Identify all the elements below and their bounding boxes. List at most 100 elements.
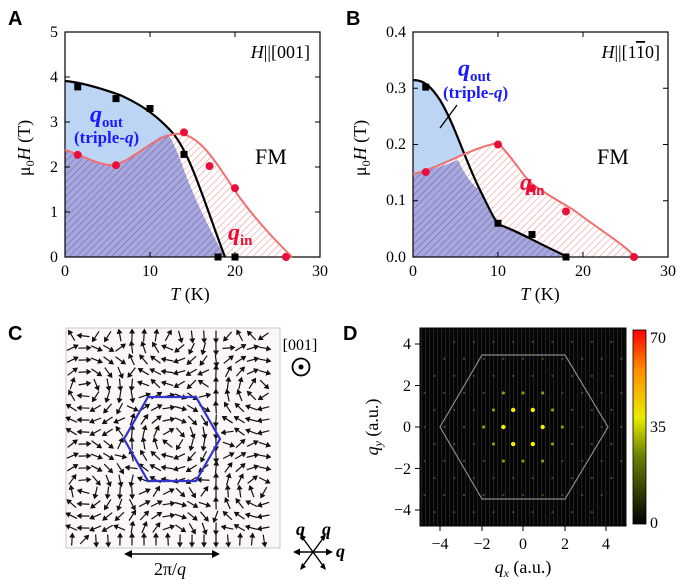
- xlabel-a: T (K): [170, 284, 210, 305]
- spin-arrowhead: [86, 440, 92, 447]
- spin-arrowhead: [185, 370, 192, 376]
- spin-arrowhead: [168, 428, 175, 434]
- spin-arrowhead: [76, 404, 82, 411]
- spin-arrowhead: [128, 436, 135, 442]
- spin-arrowhead: [90, 503, 96, 509]
- ytick-d-1: 2: [403, 378, 411, 395]
- panel-label-c: C: [8, 323, 22, 345]
- spin-arrowhead: [108, 346, 115, 352]
- stripe: [429, 328, 431, 526]
- sq-peak: [443, 391, 446, 395]
- sq-peak: [511, 374, 515, 378]
- sq-peak: [492, 374, 495, 378]
- spin-arrowhead: [256, 429, 263, 436]
- spin-arrowhead: [73, 356, 79, 362]
- sq-peak: [540, 424, 545, 430]
- spin-arrowhead: [120, 359, 127, 365]
- spin-arrowhead: [250, 377, 257, 384]
- stripe: [605, 328, 607, 526]
- data-point: [180, 128, 188, 137]
- sq-peak: [491, 442, 496, 446]
- sq-peak: [452, 340, 456, 344]
- sq-peak: [472, 340, 476, 344]
- stripe: [593, 328, 595, 526]
- spin-arrowhead: [118, 468, 125, 475]
- qout-paren-b: (triple-q): [443, 83, 508, 102]
- spin-arrowhead: [145, 488, 151, 494]
- spin-arrowhead: [186, 383, 193, 390]
- spin-arrowhead: [200, 542, 207, 548]
- spin-arrowhead: [154, 425, 160, 431]
- q-label-c-3: q: [336, 541, 345, 561]
- spin-arrowhead: [152, 341, 158, 348]
- spin-arrowhead: [213, 376, 220, 382]
- xtick-a-3: 30: [312, 263, 328, 280]
- sq-peak: [511, 510, 515, 514]
- spin-arrowhead: [108, 359, 115, 365]
- sq-peak: [462, 493, 466, 497]
- spin-arrowhead: [226, 365, 232, 372]
- spin-arrowhead: [174, 347, 180, 353]
- sq-peak: [511, 476, 515, 480]
- stripe: [549, 328, 551, 526]
- spin-arrowhead: [150, 450, 157, 457]
- data-point: [422, 83, 430, 91]
- spin-arrowhead: [96, 466, 103, 472]
- spin-arrowhead: [239, 463, 246, 469]
- sq-peak: [620, 459, 623, 463]
- spin-arrowhead: [224, 388, 231, 395]
- spin-arrowhead: [76, 500, 82, 507]
- spin-arrowhead: [176, 542, 183, 548]
- spin-arrowhead: [101, 418, 108, 425]
- stripe: [577, 328, 579, 526]
- spin-arrowhead: [213, 364, 220, 370]
- qout-label-b: qout: [458, 56, 491, 85]
- spin-arrowhead: [91, 336, 98, 343]
- spin-arrowhead: [68, 389, 74, 396]
- stripe: [617, 328, 619, 526]
- spin-arrowhead: [76, 416, 82, 423]
- spin-arrowhead: [181, 418, 187, 424]
- spin-arrowhead: [212, 496, 219, 502]
- spin-arrowhead: [105, 385, 112, 392]
- xtick-d-0: −4: [431, 536, 448, 553]
- data-point: [74, 83, 82, 91]
- spin-arrowhead: [202, 420, 208, 427]
- spin-arrowhead: [222, 510, 229, 517]
- stripe: [525, 328, 527, 526]
- ytick-d-3: −2: [394, 461, 411, 478]
- xtick-a-0: 0: [61, 263, 69, 280]
- spin-arrowhead: [180, 526, 187, 533]
- sq-peak: [561, 357, 564, 361]
- sq-peak: [610, 442, 613, 446]
- xtick-d-4: 4: [602, 536, 610, 553]
- fm-label-b: FM: [597, 144, 629, 169]
- spin-arrowhead: [186, 359, 193, 365]
- boundary-qin-a: [64, 132, 293, 258]
- spin-arrowhead: [65, 512, 72, 518]
- spin-arrowhead: [103, 407, 109, 414]
- q-vectors-icon: [293, 534, 333, 570]
- spin-arrowhead: [76, 428, 82, 435]
- spin-arrowhead: [128, 340, 135, 346]
- sq-peak: [570, 510, 574, 514]
- sq-peak: [491, 408, 496, 412]
- spin-arrowhead: [107, 372, 113, 379]
- spin-arrowhead: [192, 515, 198, 521]
- spin-arrowhead: [203, 485, 209, 492]
- spin-arrowhead: [160, 452, 167, 459]
- sq-peak: [433, 374, 436, 378]
- xtick-b-0: 0: [409, 263, 417, 280]
- spin-arrowhead: [137, 368, 144, 374]
- sq-peak: [510, 441, 516, 447]
- spin-arrowhead: [204, 406, 211, 413]
- spin-arrowhead: [149, 368, 156, 374]
- spin-arrowhead: [156, 391, 163, 398]
- colorbar-tick-35: 35: [650, 419, 666, 436]
- data-point: [528, 184, 536, 193]
- spin-arrowhead: [76, 392, 82, 399]
- data-point: [205, 162, 214, 171]
- sq-peak: [620, 357, 623, 361]
- ylabel-d: qy (a.u.): [362, 399, 385, 456]
- spin-arrowhead: [144, 500, 151, 506]
